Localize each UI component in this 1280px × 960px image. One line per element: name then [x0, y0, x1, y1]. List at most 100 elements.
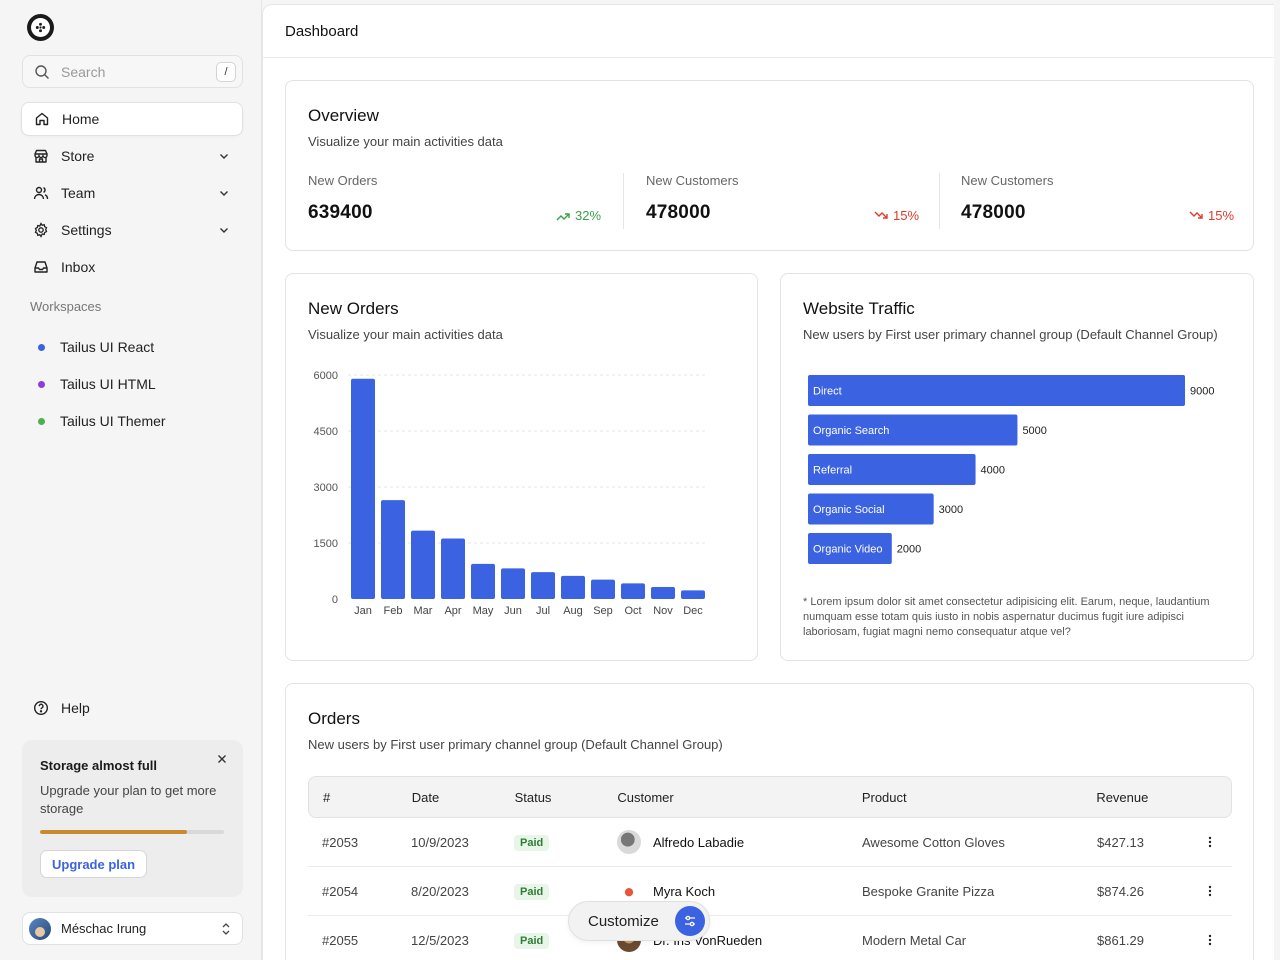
nav-item-settings[interactable]: Settings	[21, 213, 243, 247]
main-panel: Dashboard Overview Visualize your main a…	[262, 4, 1274, 960]
stat-new-customers: New Customers 478000	[646, 173, 738, 224]
table-row[interactable]: #2055 12/5/2023 Paid Dr. Iris VonRueden …	[308, 916, 1232, 960]
card-title: New Orders	[308, 299, 399, 318]
avatar	[617, 879, 641, 903]
bar-category-label: Organic Social	[813, 504, 885, 516]
divider	[939, 173, 940, 229]
x-tick-label: Apr	[444, 605, 461, 617]
x-tick-label: Feb	[384, 605, 403, 617]
table-header: # Date Status Customer Product Revenue	[308, 776, 1232, 818]
bar-dec	[681, 590, 705, 599]
more-vertical-icon[interactable]	[1203, 933, 1217, 947]
table-row[interactable]: #2053 10/9/2023 Paid Alfredo Labadie Awe…	[308, 818, 1232, 867]
trend-down-icon	[1189, 209, 1208, 223]
y-tick-label: 6000	[314, 370, 338, 382]
logo[interactable]	[27, 14, 54, 41]
search-input[interactable]: Search	[61, 63, 106, 80]
workspace-dot	[38, 417, 45, 425]
order-id: #2054	[322, 883, 359, 899]
customize-button[interactable]: Customize	[568, 901, 710, 941]
y-tick-label: 1500	[314, 538, 338, 550]
order-date: 12/5/2023	[411, 932, 469, 948]
column-header: #	[323, 789, 331, 805]
chevron-down-icon[interactable]	[217, 223, 231, 237]
bar-oct	[621, 583, 645, 599]
y-tick-label: 0	[332, 594, 338, 606]
workspace-item-themer[interactable]: Tailus UI Themer	[21, 404, 243, 438]
bar-may	[471, 563, 495, 599]
card-title: Orders	[308, 709, 360, 728]
bar-value-label: 4000	[981, 465, 1005, 477]
customize-label: Customize	[588, 912, 659, 930]
order-id: #2053	[322, 834, 359, 850]
close-icon[interactable]	[215, 752, 229, 766]
order-date: 10/9/2023	[411, 834, 469, 850]
bar-jun	[501, 568, 525, 599]
user-name: Méschac Irung	[61, 921, 147, 936]
nav-label: Settings	[61, 222, 112, 238]
divider	[623, 173, 624, 229]
upgrade-plan-button[interactable]: Upgrade plan	[40, 850, 148, 878]
team-icon	[33, 185, 49, 201]
card-title: Overview	[308, 106, 379, 125]
user-switcher[interactable]: Méschac Irung	[22, 912, 243, 945]
workspace-item-react[interactable]: Tailus UI React	[21, 330, 243, 364]
workspace-label: Tailus UI Themer	[60, 413, 166, 429]
website-traffic-bar-chart: Direct 9000 Organic Search 5000 Referral 4000…	[808, 375, 1214, 564]
inbox-icon	[33, 259, 49, 275]
bar-category-label: Organic Video	[813, 544, 883, 556]
nav-item-store[interactable]: Store	[21, 139, 243, 173]
bar-jul	[531, 572, 555, 599]
chevron-down-icon[interactable]	[217, 186, 231, 200]
x-tick-label: Oct	[624, 605, 641, 617]
bar-value-label: 9000	[1190, 386, 1214, 398]
column-header: Status	[514, 789, 552, 805]
more-vertical-icon[interactable]	[1203, 884, 1217, 898]
storage-alert-card: Storage almost full Upgrade your plan to…	[22, 740, 243, 897]
nav-item-inbox[interactable]: Inbox	[21, 250, 243, 284]
card-subtitle: New users by First user primary channel …	[803, 327, 1218, 342]
card-subtitle: Visualize your main activities data	[308, 134, 503, 149]
customer-name: Alfredo Labadie	[653, 834, 745, 850]
help-link[interactable]: Help	[21, 691, 243, 725]
bar-mar	[411, 530, 435, 599]
orders-card: Orders New users by First user primary c…	[285, 683, 1254, 960]
bar-organic-search	[808, 414, 1018, 446]
bar-organic-video	[808, 533, 892, 564]
product-name: Awesome Cotton Gloves	[862, 834, 1005, 850]
stat-change-value: 15%	[1208, 208, 1235, 223]
help-label: Help	[61, 700, 90, 716]
workspace-label: Tailus UI React	[60, 339, 155, 355]
new-orders-bar-chart: 0 1500 3000 4500 6000 Jan Feb Mar Apr May Jun Jul Au…	[314, 370, 708, 617]
chevron-down-icon[interactable]	[217, 149, 231, 163]
customer-name: Myra Koch	[653, 883, 716, 899]
stat-change: 32%	[556, 208, 601, 223]
more-vertical-icon[interactable]	[1203, 835, 1217, 849]
bar-feb	[381, 500, 405, 599]
x-tick-label: Sep	[593, 605, 613, 617]
status-badge: Paid	[514, 932, 550, 949]
card-title: Website Traffic	[803, 299, 915, 318]
stat-label: New Customers	[646, 173, 739, 188]
nav-label: Inbox	[61, 259, 96, 275]
workspace-dot	[38, 380, 45, 388]
bar-value-label: 5000	[1022, 425, 1046, 437]
nav-item-team[interactable]: Team	[21, 176, 243, 210]
product-name: Bespoke Granite Pizza	[862, 883, 995, 899]
sliders-icon[interactable]	[675, 906, 705, 936]
nav-label: Home	[62, 111, 100, 127]
orders-table: # Date Status Customer Product Revenue #…	[308, 776, 1232, 960]
workspace-item-html[interactable]: Tailus UI HTML	[21, 367, 243, 401]
table-row[interactable]: #2054 8/20/2023 Paid Myra Koch Bespoke G…	[308, 867, 1232, 916]
search-box[interactable]: Search /	[22, 55, 243, 88]
nav-label: Team	[61, 185, 96, 201]
new-orders-card: New Orders Visualize your main activitie…	[285, 273, 758, 661]
nav-item-home[interactable]: Home	[21, 102, 243, 136]
bar-direct	[808, 375, 1185, 406]
storage-progress-fill	[40, 830, 188, 834]
home-icon	[34, 111, 50, 127]
x-tick-label: Nov	[653, 605, 673, 617]
stat-value: 639400	[308, 202, 373, 223]
search-shortcut-key: /	[216, 61, 236, 82]
sidebar: Search / Home Store Team Settings Inbox …	[0, 0, 262, 960]
